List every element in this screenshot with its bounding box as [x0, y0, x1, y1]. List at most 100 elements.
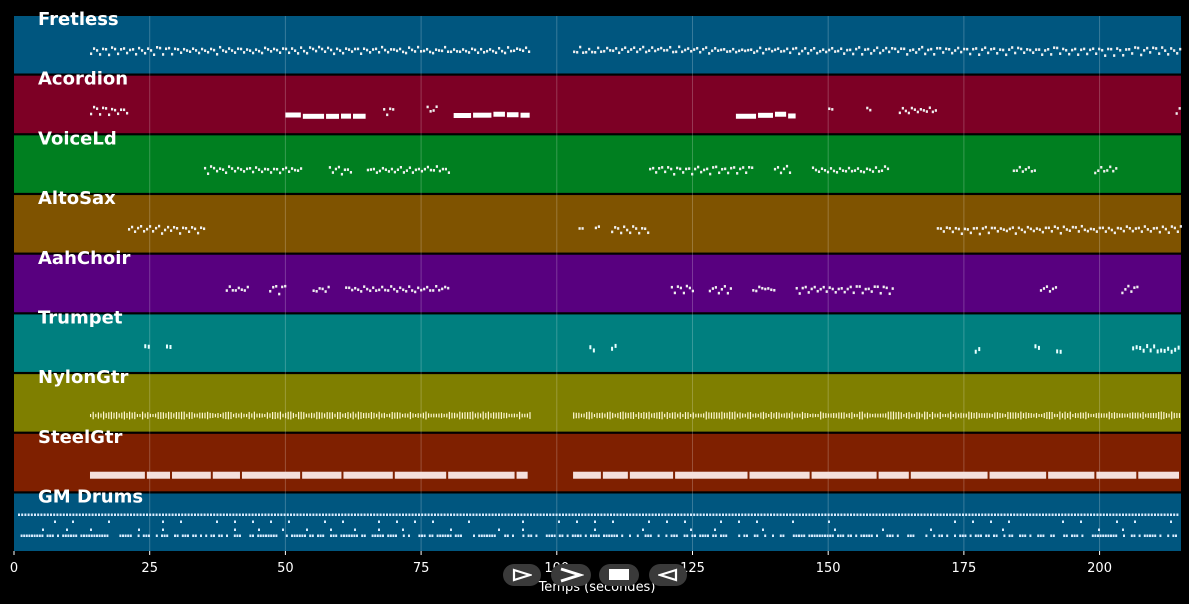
note	[238, 513, 241, 517]
note	[1142, 412, 1144, 420]
note	[1170, 225, 1173, 228]
note	[674, 412, 676, 419]
note	[443, 413, 445, 418]
note	[1046, 412, 1048, 419]
note	[629, 534, 631, 538]
note	[833, 412, 835, 419]
note	[78, 513, 81, 517]
note	[852, 291, 855, 295]
note	[110, 411, 112, 420]
note	[228, 285, 231, 288]
play-button[interactable]	[503, 564, 541, 586]
note	[131, 48, 135, 51]
note	[245, 48, 249, 51]
note	[209, 47, 213, 51]
note	[792, 534, 795, 538]
note	[130, 225, 134, 229]
note	[996, 229, 999, 233]
note	[322, 534, 325, 538]
note	[133, 513, 136, 517]
note	[909, 49, 912, 52]
note	[1052, 534, 1055, 538]
track-lane-nylongtr	[14, 374, 1181, 432]
note	[101, 106, 105, 110]
note	[162, 513, 164, 517]
note	[389, 513, 392, 517]
note	[679, 412, 681, 419]
note	[952, 513, 955, 517]
note	[807, 413, 809, 418]
stop-button[interactable]	[599, 564, 639, 586]
note	[1168, 413, 1170, 418]
rewind-button[interactable]	[649, 564, 687, 586]
note	[828, 48, 831, 52]
note	[173, 47, 177, 51]
note	[180, 520, 182, 524]
note	[1023, 230, 1026, 234]
note	[1109, 165, 1112, 169]
note	[424, 513, 427, 517]
note	[1014, 51, 1017, 55]
note	[581, 227, 584, 230]
note	[288, 520, 290, 524]
note	[756, 520, 758, 524]
note	[700, 170, 703, 174]
note	[121, 412, 123, 419]
note	[839, 534, 842, 538]
note	[368, 413, 370, 418]
note	[437, 513, 440, 517]
note	[666, 48, 669, 52]
note	[417, 286, 420, 290]
note	[965, 413, 967, 418]
note	[306, 513, 308, 517]
note	[302, 513, 305, 517]
note	[215, 52, 219, 56]
note	[657, 48, 660, 51]
note	[1035, 48, 1038, 51]
note	[1136, 285, 1139, 289]
note	[139, 513, 142, 517]
track-lane-gm-drums	[14, 493, 1181, 551]
note	[915, 51, 918, 54]
note	[1112, 534, 1115, 538]
note	[722, 513, 724, 517]
note	[260, 170, 264, 174]
note	[274, 412, 276, 420]
note	[157, 224, 161, 228]
note	[62, 534, 65, 538]
note	[843, 290, 846, 294]
note	[218, 167, 222, 171]
note	[612, 520, 614, 524]
note	[1098, 226, 1101, 230]
note	[645, 513, 648, 517]
note	[40, 513, 43, 517]
note	[1128, 513, 1131, 517]
note	[734, 513, 737, 517]
note	[514, 513, 516, 517]
note	[1056, 226, 1059, 230]
note	[493, 534, 496, 538]
note	[595, 534, 598, 538]
note	[609, 411, 611, 420]
fast-forward-button[interactable]	[551, 564, 591, 586]
note	[912, 48, 915, 51]
note	[880, 169, 884, 173]
note	[243, 413, 245, 418]
note	[885, 46, 888, 50]
note	[661, 166, 664, 169]
note	[92, 411, 94, 420]
note	[334, 513, 337, 517]
note	[178, 513, 180, 517]
note	[829, 167, 833, 170]
note	[287, 51, 291, 55]
note	[370, 513, 372, 517]
note	[243, 289, 246, 292]
note	[723, 285, 726, 288]
note	[1051, 513, 1054, 517]
note	[843, 412, 845, 419]
note	[331, 171, 335, 174]
note	[655, 171, 658, 174]
note	[939, 46, 942, 50]
note	[323, 413, 326, 418]
note	[539, 513, 542, 517]
